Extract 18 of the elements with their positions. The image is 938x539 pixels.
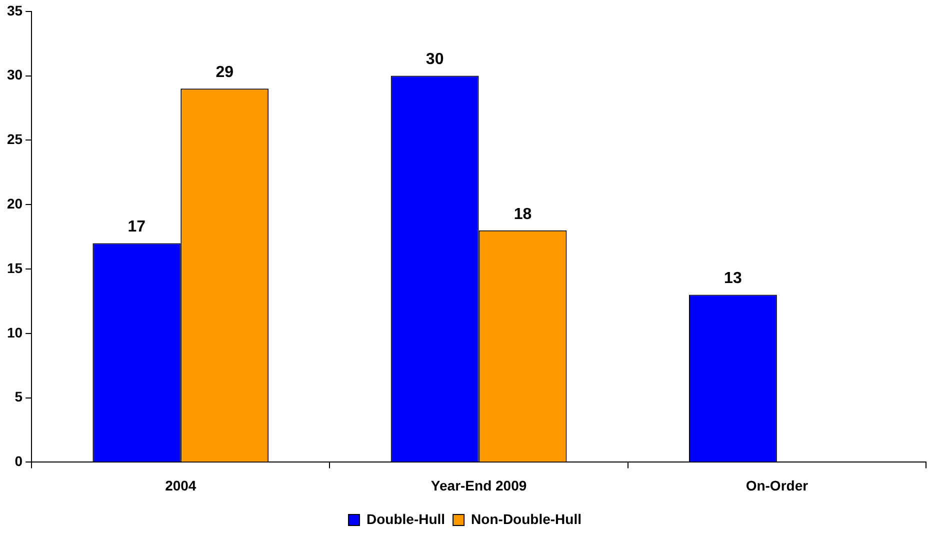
y-tick-label: 20 <box>6 195 23 212</box>
y-tick-label: 10 <box>6 324 23 340</box>
data-label: 18 <box>514 206 532 223</box>
data-label: 29 <box>216 64 234 82</box>
y-tick-label: 30 <box>6 66 23 83</box>
x-tick-label: 2004 <box>165 477 196 494</box>
y-tick-label: 25 <box>6 131 23 148</box>
y-tick-label: 5 <box>14 388 23 405</box>
y-tick-label: 0 <box>14 453 23 470</box>
data-label: 30 <box>426 51 444 68</box>
x-tick-label: On-Order <box>746 477 809 494</box>
data-label: 13 <box>724 270 742 288</box>
x-tick-label: Year-End 2009 <box>430 477 527 494</box>
legend-label: Double-Hull <box>366 510 446 527</box>
legend-label: Non-Double-Hull <box>471 510 582 527</box>
y-tick-label: 35 <box>6 2 23 18</box>
y-tick-label: 15 <box>6 260 23 276</box>
data-label: 17 <box>128 218 146 236</box>
